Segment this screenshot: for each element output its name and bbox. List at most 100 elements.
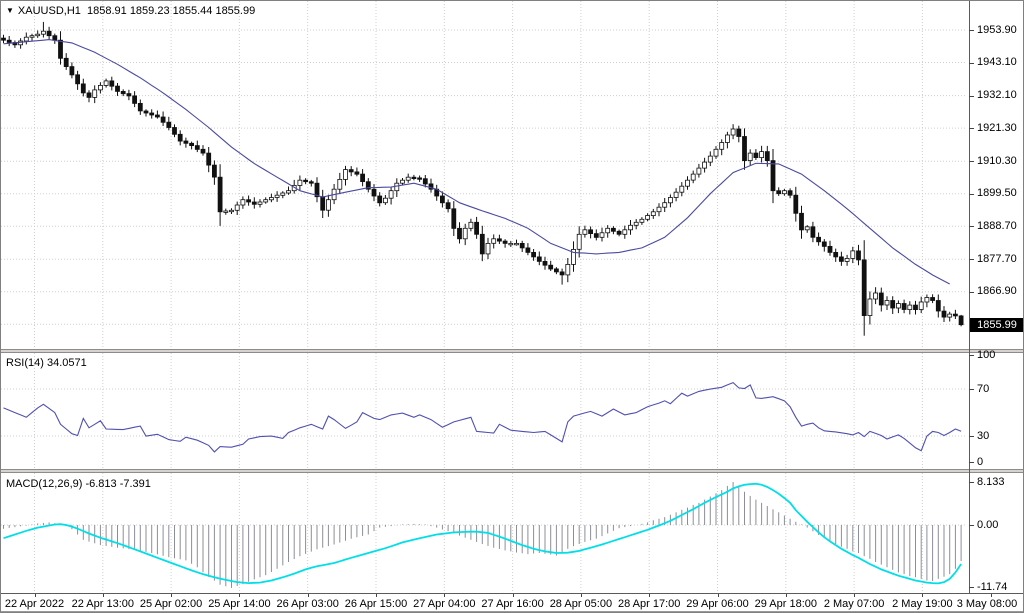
candle[interactable]: [662, 198, 668, 212]
candle[interactable]: [177, 130, 183, 146]
candle[interactable]: [958, 314, 964, 327]
candle[interactable]: [183, 137, 189, 148]
candle[interactable]: [80, 78, 86, 97]
candle[interactable]: [75, 70, 80, 90]
candle[interactable]: [388, 187, 394, 205]
candle[interactable]: [98, 82, 103, 94]
candle[interactable]: [918, 296, 924, 314]
candle[interactable]: [941, 306, 947, 322]
candle[interactable]: [901, 299, 907, 314]
candle[interactable]: [468, 218, 474, 232]
candle[interactable]: [217, 164, 223, 226]
candle[interactable]: [491, 234, 497, 249]
candle[interactable]: [605, 225, 611, 238]
candle[interactable]: [35, 30, 41, 38]
candle[interactable]: [559, 268, 565, 285]
candle[interactable]: [52, 33, 58, 44]
candle[interactable]: [325, 194, 331, 217]
candle[interactable]: [810, 221, 816, 243]
candle[interactable]: [400, 178, 405, 186]
candle[interactable]: [457, 222, 462, 244]
candle[interactable]: [633, 219, 639, 230]
candle[interactable]: [434, 184, 440, 201]
candle[interactable]: [6, 36, 12, 47]
panel-splitter[interactable]: [1, 469, 1023, 473]
candle[interactable]: [360, 169, 366, 187]
candle[interactable]: [23, 32, 29, 45]
candle[interactable]: [229, 208, 234, 214]
candle[interactable]: [622, 225, 628, 239]
candle[interactable]: [411, 174, 417, 181]
candle[interactable]: [873, 287, 878, 305]
candle[interactable]: [696, 163, 702, 178]
candle[interactable]: [878, 287, 884, 312]
candle[interactable]: [884, 296, 890, 310]
candle[interactable]: [382, 195, 388, 205]
candle[interactable]: [924, 294, 930, 308]
candle[interactable]: [251, 197, 257, 209]
candle[interactable]: [730, 124, 736, 140]
candle[interactable]: [913, 300, 918, 315]
candle[interactable]: [827, 240, 833, 256]
candle[interactable]: [439, 191, 445, 208]
candle[interactable]: [935, 294, 941, 318]
candle[interactable]: [839, 251, 844, 266]
candle[interactable]: [46, 26, 52, 40]
candle[interactable]: [804, 225, 810, 233]
candle[interactable]: [719, 139, 725, 156]
candle[interactable]: [160, 111, 166, 127]
candle[interactable]: [320, 189, 326, 218]
candle[interactable]: [502, 239, 508, 248]
candle[interactable]: [816, 232, 821, 246]
candle[interactable]: [377, 192, 383, 207]
candle[interactable]: [628, 220, 633, 235]
candle[interactable]: [953, 309, 958, 319]
candle[interactable]: [12, 40, 18, 48]
candle[interactable]: [582, 225, 588, 238]
candle[interactable]: [41, 21, 46, 38]
candle[interactable]: [542, 256, 548, 270]
candle[interactable]: [246, 195, 252, 206]
candle[interactable]: [713, 146, 719, 159]
candle[interactable]: [268, 193, 274, 203]
candle[interactable]: [58, 31, 63, 65]
candle[interactable]: [616, 229, 622, 237]
candle[interactable]: [172, 124, 177, 138]
candle[interactable]: [120, 89, 126, 97]
candle[interactable]: [593, 229, 599, 241]
candle[interactable]: [565, 258, 571, 283]
candle[interactable]: [29, 33, 35, 42]
candle[interactable]: [782, 188, 787, 196]
candle[interactable]: [685, 176, 690, 190]
candle[interactable]: [234, 201, 240, 215]
candle[interactable]: [753, 149, 759, 160]
candle[interactable]: [668, 194, 673, 208]
candle[interactable]: [18, 38, 24, 49]
candle[interactable]: [554, 267, 559, 275]
candle[interactable]: [821, 239, 827, 252]
candle[interactable]: [428, 178, 434, 193]
candle[interactable]: [599, 227, 605, 242]
candle[interactable]: [890, 296, 896, 314]
candle[interactable]: [445, 199, 451, 213]
candle[interactable]: [206, 147, 212, 173]
candle[interactable]: [223, 208, 229, 215]
candle[interactable]: [194, 140, 200, 153]
candle[interactable]: [63, 53, 69, 70]
candle[interactable]: [645, 213, 650, 222]
candle[interactable]: [474, 216, 480, 239]
candle[interactable]: [274, 191, 280, 202]
candle[interactable]: [611, 226, 616, 235]
candle[interactable]: [149, 109, 155, 119]
candle[interactable]: [462, 223, 468, 246]
candle[interactable]: [725, 131, 730, 149]
candle[interactable]: [405, 173, 411, 183]
candle[interactable]: [588, 226, 593, 239]
candle[interactable]: [896, 300, 901, 314]
candle[interactable]: [844, 254, 850, 266]
candle[interactable]: [451, 201, 457, 236]
candle[interactable]: [519, 240, 525, 252]
candle[interactable]: [485, 237, 491, 260]
candle[interactable]: [679, 182, 685, 197]
candle[interactable]: [770, 149, 776, 204]
